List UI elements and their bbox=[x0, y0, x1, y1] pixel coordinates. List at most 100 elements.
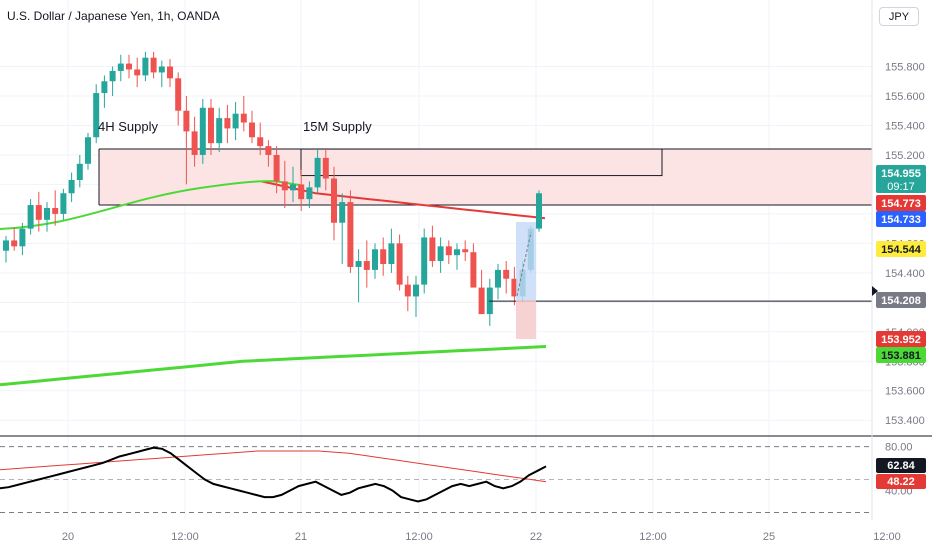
candle-body bbox=[413, 284, 419, 297]
candle-body bbox=[109, 70, 116, 82]
candle[interactable] bbox=[199, 98, 206, 164]
candle[interactable] bbox=[27, 199, 34, 235]
candle[interactable] bbox=[298, 169, 305, 211]
candle-body bbox=[339, 202, 346, 223]
last-price-tag-bg bbox=[876, 165, 926, 193]
candle[interactable] bbox=[167, 59, 173, 88]
x-axis-tick: 12:00 bbox=[873, 531, 901, 543]
horizontal-line-label-bg bbox=[876, 292, 926, 308]
candle-body bbox=[396, 243, 403, 285]
candle[interactable] bbox=[52, 190, 59, 226]
candle[interactable] bbox=[109, 66, 116, 96]
candle[interactable] bbox=[445, 240, 452, 264]
candle[interactable] bbox=[322, 149, 329, 191]
candle-body bbox=[470, 252, 477, 288]
x-axis-tick: 22 bbox=[530, 531, 542, 543]
candle[interactable] bbox=[355, 249, 362, 303]
candle[interactable] bbox=[265, 140, 272, 167]
ma-line-green-fast bbox=[0, 180, 301, 230]
candle[interactable] bbox=[437, 237, 444, 273]
candle-body bbox=[273, 154, 280, 182]
candle[interactable] bbox=[273, 146, 280, 194]
candle[interactable] bbox=[191, 116, 198, 167]
candle[interactable] bbox=[314, 149, 321, 194]
candle[interactable] bbox=[478, 269, 485, 315]
candle[interactable] bbox=[470, 243, 477, 288]
ma-green-slow-value-label-bg bbox=[876, 331, 926, 347]
candle[interactable] bbox=[76, 154, 83, 188]
candle[interactable] bbox=[454, 243, 460, 270]
candle[interactable] bbox=[3, 236, 9, 263]
candle[interactable] bbox=[536, 190, 542, 232]
candles[interactable] bbox=[3, 51, 542, 326]
candle[interactable] bbox=[347, 190, 354, 273]
candle[interactable] bbox=[290, 166, 296, 203]
ma-line-green-slow bbox=[0, 345, 547, 387]
candle-body bbox=[503, 269, 510, 279]
candle-body bbox=[167, 66, 173, 79]
ma-red-value-label: 154.773 bbox=[881, 198, 921, 210]
countdown-label: 09:17 bbox=[887, 181, 915, 193]
candle-body bbox=[363, 261, 370, 270]
candle[interactable] bbox=[486, 278, 493, 326]
supply-zones bbox=[98, 148, 872, 206]
candle[interactable] bbox=[462, 240, 469, 262]
rsi-signal-tag-bg bbox=[876, 474, 926, 489]
candle-body bbox=[462, 249, 469, 253]
candle[interactable] bbox=[404, 275, 411, 312]
candle-body bbox=[117, 63, 124, 71]
candle-body bbox=[85, 137, 91, 164]
candle[interactable] bbox=[224, 104, 231, 144]
candle[interactable] bbox=[44, 202, 50, 232]
candle[interactable] bbox=[117, 54, 124, 82]
candle[interactable] bbox=[93, 84, 100, 144]
candle-body bbox=[191, 131, 198, 155]
candle[interactable] bbox=[183, 96, 190, 185]
candle[interactable] bbox=[232, 101, 239, 141]
candle-body bbox=[281, 181, 288, 191]
candle-body bbox=[3, 240, 9, 251]
candle[interactable] bbox=[150, 51, 157, 79]
candle[interactable] bbox=[240, 96, 247, 132]
candle[interactable] bbox=[19, 222, 26, 256]
currency-button[interactable]: JPY bbox=[879, 7, 919, 26]
candle[interactable] bbox=[331, 166, 337, 241]
candle[interactable] bbox=[413, 275, 419, 318]
candle[interactable] bbox=[257, 122, 264, 155]
candle[interactable] bbox=[11, 227, 18, 251]
candle[interactable] bbox=[142, 51, 149, 82]
candle[interactable] bbox=[216, 107, 223, 152]
position-path bbox=[516, 231, 532, 297]
candle[interactable] bbox=[388, 228, 395, 273]
candle[interactable] bbox=[208, 98, 214, 155]
candle[interactable] bbox=[306, 181, 313, 208]
candle[interactable] bbox=[396, 234, 403, 291]
candle[interactable] bbox=[495, 264, 501, 300]
candle[interactable] bbox=[363, 240, 370, 288]
candle[interactable] bbox=[511, 266, 518, 306]
candle[interactable] bbox=[175, 72, 182, 126]
candle[interactable] bbox=[380, 237, 387, 276]
candle[interactable] bbox=[281, 160, 288, 208]
candle[interactable] bbox=[249, 110, 255, 144]
candle[interactable] bbox=[134, 57, 141, 88]
candle[interactable] bbox=[35, 191, 42, 232]
candle[interactable] bbox=[429, 225, 436, 267]
yellow-level-label-bg bbox=[876, 241, 926, 257]
candle-body bbox=[454, 249, 460, 256]
candle-body bbox=[158, 66, 165, 73]
candle-body bbox=[347, 202, 354, 267]
candle[interactable] bbox=[503, 261, 510, 294]
candle[interactable] bbox=[126, 54, 132, 79]
candle[interactable] bbox=[158, 60, 165, 88]
x-axis-tick: 12:00 bbox=[639, 531, 667, 543]
candle-body bbox=[68, 180, 75, 194]
candle[interactable] bbox=[85, 132, 91, 170]
candle[interactable] bbox=[60, 188, 67, 220]
candle-body bbox=[478, 287, 485, 315]
candle[interactable] bbox=[372, 243, 378, 279]
candle[interactable] bbox=[339, 193, 346, 264]
candle[interactable] bbox=[68, 172, 75, 203]
candle[interactable] bbox=[101, 75, 108, 108]
candle[interactable] bbox=[421, 228, 428, 294]
